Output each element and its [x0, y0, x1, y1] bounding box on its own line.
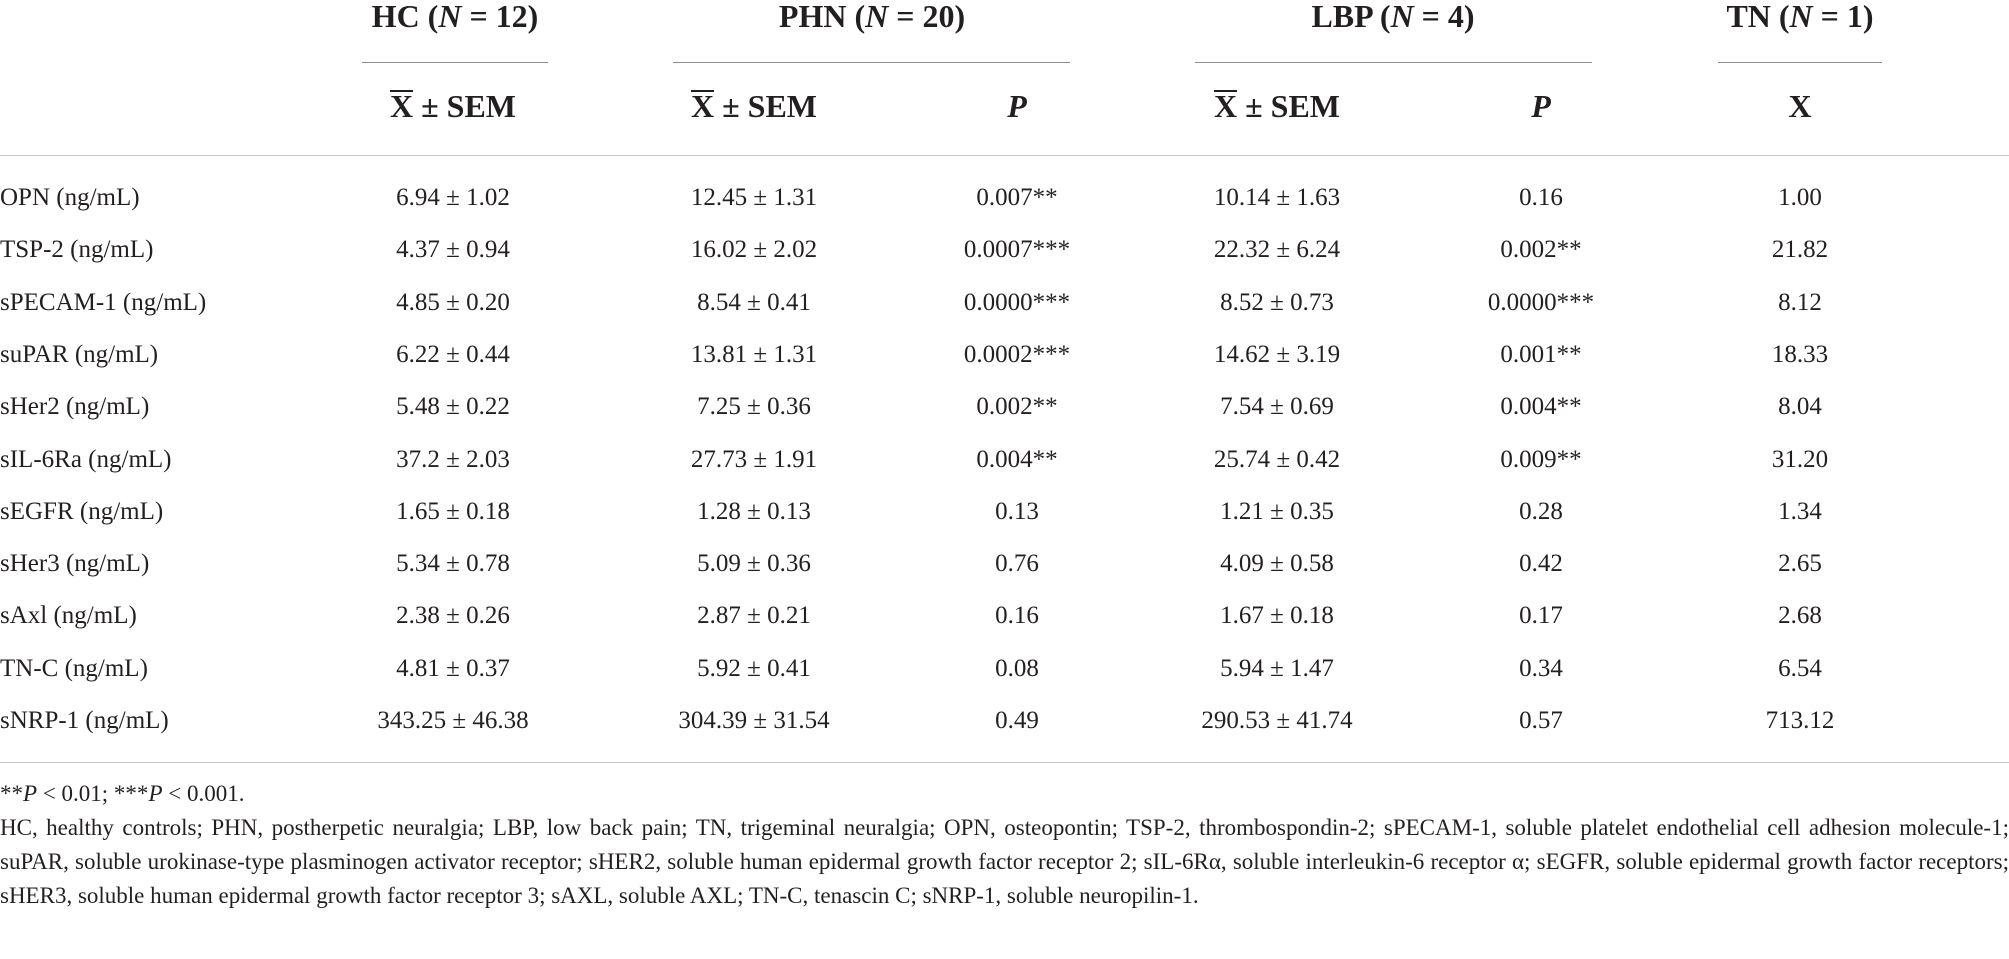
subheader-lbp-mean-sem: X ± SEM — [1213, 88, 1341, 124]
subheader-lbp-p: P — [1531, 88, 1551, 124]
cell-phn: 1.28 ± 0.13 — [697, 498, 811, 525]
cell-tn: 713.12 — [1765, 707, 1835, 734]
cell-lbp-p: 0.009** — [1500, 446, 1582, 473]
cell-lbp: 4.09 ± 0.58 — [1220, 550, 1334, 577]
cell-lbp: 25.74 ± 0.42 — [1213, 446, 1341, 473]
cell-tn: 2.65 — [1778, 550, 1822, 577]
cell-phn: 8.54 ± 0.41 — [697, 289, 811, 316]
table-bottom-rule — [0, 762, 2009, 763]
cell-phn-p: 0.0007*** — [963, 236, 1071, 263]
cell-lbp: 22.32 ± 6.24 — [1213, 236, 1341, 263]
cell-lbp-p: 0.17 — [1519, 602, 1563, 629]
cell-hc: 2.38 ± 0.26 — [396, 602, 510, 629]
cell-hc: 4.85 ± 0.20 — [396, 289, 510, 316]
cell-tn: 18.33 — [1771, 341, 1829, 368]
group-header-hc: HC (N = 12) — [371, 0, 539, 34]
group-rule-hc — [362, 62, 548, 63]
cell-phn: 304.39 ± 31.54 — [678, 707, 830, 734]
cell-tn: 1.34 — [1778, 498, 1822, 525]
cell-tn: 2.68 — [1778, 602, 1822, 629]
row-label: TN-C (ng/mL) — [0, 655, 148, 682]
cell-hc: 343.25 ± 46.38 — [377, 707, 529, 734]
cell-hc: 5.48 ± 0.22 — [396, 393, 510, 420]
cell-lbp: 5.94 ± 1.47 — [1220, 655, 1334, 682]
cell-lbp-p: 0.28 — [1519, 498, 1563, 525]
cell-lbp-p: 0.0000*** — [1487, 289, 1595, 316]
cell-lbp-p: 0.001** — [1500, 341, 1582, 368]
group-header-phn: PHN (N = 20) — [778, 0, 966, 34]
cell-phn: 2.87 ± 0.21 — [697, 602, 811, 629]
group-header-lbp: LBP (N = 4) — [1311, 0, 1475, 34]
row-label: sHer3 (ng/mL) — [0, 550, 150, 577]
cell-lbp-p: 0.57 — [1519, 707, 1563, 734]
cell-phn-p: 0.16 — [995, 602, 1039, 629]
cell-phn-p: 0.13 — [995, 498, 1039, 525]
cell-tn: 6.54 — [1778, 655, 1822, 682]
cell-phn-p: 0.004** — [976, 446, 1058, 473]
abbreviations-footnote: HC, healthy controls; PHN, postherpetic … — [0, 815, 2009, 908]
cell-phn: 12.45 ± 1.31 — [690, 184, 818, 211]
cell-hc: 4.81 ± 0.37 — [396, 655, 510, 682]
cell-phn: 16.02 ± 2.02 — [690, 236, 818, 263]
cell-lbp: 7.54 ± 0.69 — [1220, 393, 1334, 420]
cell-phn-p: 0.002** — [976, 393, 1058, 420]
cell-tn: 21.82 — [1771, 236, 1829, 263]
group-header-tn: TN (N = 1) — [1726, 0, 1874, 34]
cell-phn-p: 0.0002*** — [963, 341, 1071, 368]
cell-tn: 8.12 — [1778, 289, 1822, 316]
cell-phn: 13.81 ± 1.31 — [690, 341, 818, 368]
cell-lbp: 8.52 ± 0.73 — [1220, 289, 1334, 316]
subheader-phn-mean-sem: X ± SEM — [690, 88, 818, 124]
row-label: sPECAM-1 (ng/mL) — [0, 289, 207, 316]
cell-lbp-p: 0.42 — [1519, 550, 1563, 577]
subheader-hc-mean-sem: X ± SEM — [389, 88, 517, 124]
cell-lbp-p: 0.34 — [1519, 655, 1563, 682]
cell-tn: 8.04 — [1778, 393, 1822, 420]
cell-phn: 5.09 ± 0.36 — [697, 550, 811, 577]
cell-tn: 31.20 — [1771, 446, 1829, 473]
cell-lbp: 290.53 ± 41.74 — [1201, 707, 1353, 734]
row-label: OPN (ng/mL) — [0, 184, 140, 211]
cell-phn-p: 0.08 — [995, 655, 1039, 682]
cell-tn: 1.00 — [1778, 184, 1822, 211]
group-rule-phn — [673, 62, 1070, 63]
subheader-tn-x: X — [1788, 88, 1812, 124]
cell-hc: 6.22 ± 0.44 — [396, 341, 510, 368]
cell-lbp: 1.67 ± 0.18 — [1220, 602, 1334, 629]
cell-phn-p: 0.76 — [995, 550, 1039, 577]
cell-lbp-p: 0.004** — [1500, 393, 1582, 420]
row-label: TSP-2 (ng/mL) — [0, 236, 154, 263]
row-label: sHer2 (ng/mL) — [0, 393, 150, 420]
cell-phn-p: 0.49 — [995, 707, 1039, 734]
cell-hc: 5.34 ± 0.78 — [396, 550, 510, 577]
header-bottom-rule — [0, 155, 2009, 156]
subheader-phn-p: P — [1007, 88, 1027, 124]
row-label: sEGFR (ng/mL) — [0, 498, 164, 525]
row-label: sAxl (ng/mL) — [0, 602, 137, 629]
cell-hc: 37.2 ± 2.03 — [396, 446, 510, 473]
cell-lbp: 1.21 ± 0.35 — [1220, 498, 1334, 525]
cell-lbp: 10.14 ± 1.63 — [1213, 184, 1341, 211]
row-label: sIL-6Ra (ng/mL) — [0, 446, 172, 473]
cell-phn: 5.92 ± 0.41 — [697, 655, 811, 682]
cell-phn: 27.73 ± 1.91 — [690, 446, 818, 473]
cell-lbp-p: 0.16 — [1519, 184, 1563, 211]
cell-lbp: 14.62 ± 3.19 — [1213, 341, 1341, 368]
significance-footnote: **P < 0.01; ***P < 0.001. — [0, 781, 245, 806]
cell-hc: 6.94 ± 1.02 — [396, 184, 510, 211]
cell-lbp-p: 0.002** — [1500, 236, 1582, 263]
cell-hc: 1.65 ± 0.18 — [396, 498, 510, 525]
cell-phn: 7.25 ± 0.36 — [697, 393, 811, 420]
cell-hc: 4.37 ± 0.94 — [396, 236, 510, 263]
cell-phn-p: 0.007** — [976, 184, 1058, 211]
row-label: sNRP-1 (ng/mL) — [0, 707, 169, 734]
row-label: suPAR (ng/mL) — [0, 341, 159, 368]
group-rule-tn — [1718, 62, 1882, 63]
group-rule-lbp — [1195, 62, 1592, 63]
cell-phn-p: 0.0000*** — [963, 289, 1071, 316]
